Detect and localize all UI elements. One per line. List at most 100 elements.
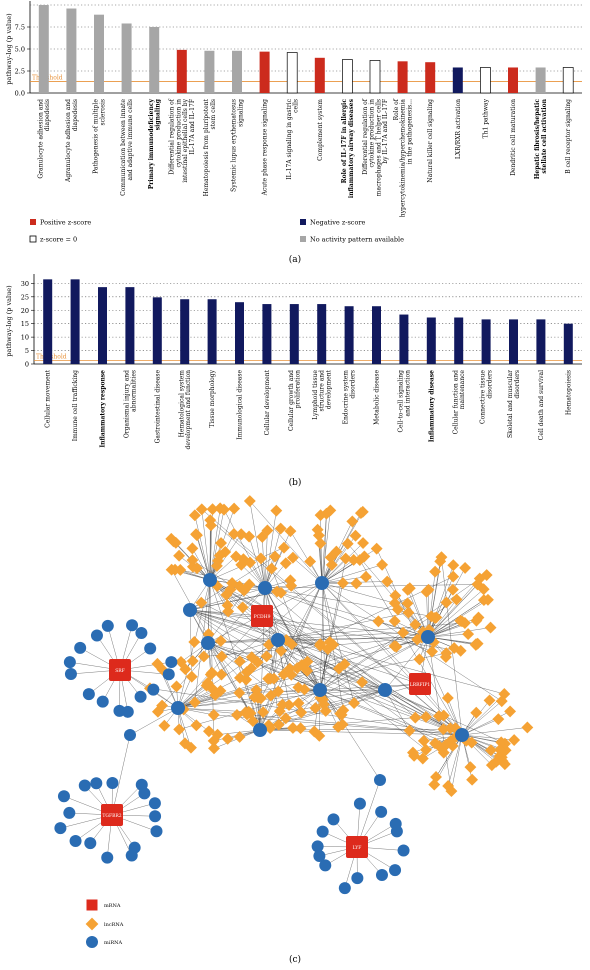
lncrna-node [188, 636, 200, 648]
mirna-node [375, 806, 387, 818]
lncrna-node [447, 584, 459, 596]
chart-a-bar [232, 51, 242, 93]
chart-a-bar [398, 61, 408, 93]
chart-b-bar [399, 315, 408, 364]
mirna-node [147, 684, 159, 696]
mirna-hub-node [253, 723, 267, 737]
lncrna-node [278, 542, 290, 554]
chart-b-ytick-label: 0 [25, 361, 29, 369]
chart-b-category-label: Cellular growth andproliferation [288, 370, 302, 431]
mirna-node [63, 807, 75, 819]
chart-a-bar [260, 52, 270, 93]
mirna-node [101, 852, 113, 864]
legend-a-swatch-zero [30, 236, 36, 242]
lncrna-node [342, 538, 354, 550]
chart-a-bar [563, 67, 573, 93]
lncrna-node [466, 774, 478, 786]
chart-b-ytick-label: 5 [25, 347, 29, 355]
mirna-node [91, 629, 103, 641]
lncrna-node [173, 723, 185, 735]
lncrna-node [275, 523, 287, 535]
mirna-node [106, 777, 118, 789]
mirna-node [113, 705, 125, 717]
chart-a-bar [287, 53, 297, 93]
chart-a-category-label: Th1 pathway [482, 98, 489, 138]
mrna-node-label: PCDH9 [254, 614, 271, 620]
chart-a-category-label: Agranulocyte adhesion anddiapedesis [65, 99, 79, 183]
mirna-node [149, 810, 161, 822]
chart-b-bar [509, 319, 518, 364]
legend-a-label-none: No activity pattern available [310, 236, 404, 244]
mirna-node [135, 627, 147, 639]
chart-b-bar [153, 297, 162, 364]
mrna-node-label: SRF [115, 668, 125, 674]
chart-a-ylabel: pathway-log (p value) [5, 13, 13, 85]
mrna-node-label: LYF [353, 845, 362, 851]
chart-b-bar [564, 324, 573, 364]
chart-b-ytick-label: 20 [21, 307, 29, 315]
mirna-node [389, 864, 401, 876]
lncrna-node [222, 733, 234, 745]
lncrna-node [326, 559, 338, 571]
lncrna-node [462, 628, 474, 640]
chart-a-bar [425, 62, 435, 93]
mirna-node [83, 688, 95, 700]
chart-b-category-label: Hematological systemdevelopment and func… [178, 370, 192, 450]
chart-a-category-label: Complement system [317, 99, 324, 161]
mirna-node [149, 797, 161, 809]
chart-b-category-label: Skeletal and musculardisorders [507, 370, 521, 438]
mirna-node [165, 656, 177, 668]
mirna-node [58, 790, 70, 802]
chart-a-category-label: LXR/RXR activation [455, 99, 462, 159]
mirna-hub-node [183, 603, 197, 617]
lncrna-node [470, 707, 482, 719]
chart-a-category-label: Differential regulation ofcytokine produ… [169, 98, 196, 183]
legend-a-swatch-none [300, 236, 306, 242]
mirna-node [374, 774, 386, 786]
chart-a-category-label: IL-17A signaling in gastriccells [286, 98, 300, 179]
lncrna-node [504, 705, 516, 717]
lncrna-node [484, 694, 496, 706]
lncrna-node [426, 646, 438, 658]
chart-a-category-label: Hepatic fibrosis/hepaticstellate cell ac… [534, 98, 548, 179]
lncrna-node [285, 525, 297, 537]
lncrna-node [485, 622, 497, 634]
chart-b-bar [290, 304, 299, 364]
chart-a-category-label: Role of IL-17F in allergicinflammatory a… [341, 98, 355, 198]
mirna-node [135, 691, 147, 703]
chart-a-category-label: Hematopoiesis from pluripotentstem cells [203, 98, 217, 196]
chart-b-category-label: Immune cell trafficking [72, 370, 79, 441]
panel-c-label: (c) [289, 954, 301, 965]
mirna-node [84, 837, 96, 849]
chart-b-ytick-label: 15 [21, 320, 29, 328]
mirna-node [97, 696, 109, 708]
mirna-hub-node [171, 701, 185, 715]
chart-a-bar [94, 15, 104, 93]
mirna-node [102, 620, 114, 632]
mirna-node [124, 729, 136, 741]
mirna-node [138, 787, 150, 799]
mirna-hub-node [203, 573, 217, 587]
lncrna-node [270, 505, 282, 517]
chart-a-ytick-label: 0.0 [15, 90, 25, 98]
chart-b-bar [71, 279, 80, 364]
lncrna-node [208, 709, 220, 721]
network-edge [202, 509, 462, 735]
mirna-node [144, 642, 156, 654]
chart-b-bar [454, 318, 463, 364]
mirna-node [354, 798, 366, 810]
chart-a-bar [480, 67, 490, 93]
chart-a-category-label: B cell receptor signaling [565, 99, 572, 174]
chart-a-category-label: Primary immunodeficiencysignaling [148, 98, 162, 189]
mirna-node [90, 777, 102, 789]
mirna-node [376, 869, 388, 881]
chart-a-bar [536, 67, 546, 93]
chart-a-bar [315, 58, 325, 93]
legend-a-label-zero: z-score = 0 [40, 236, 77, 244]
chart-a-category-label: Dendritic cell maturation [510, 99, 517, 176]
chart-b-category-label: Gastrointestinal disease [154, 370, 161, 444]
chart-b-bar [43, 279, 52, 364]
chart-b-bar [262, 304, 271, 364]
